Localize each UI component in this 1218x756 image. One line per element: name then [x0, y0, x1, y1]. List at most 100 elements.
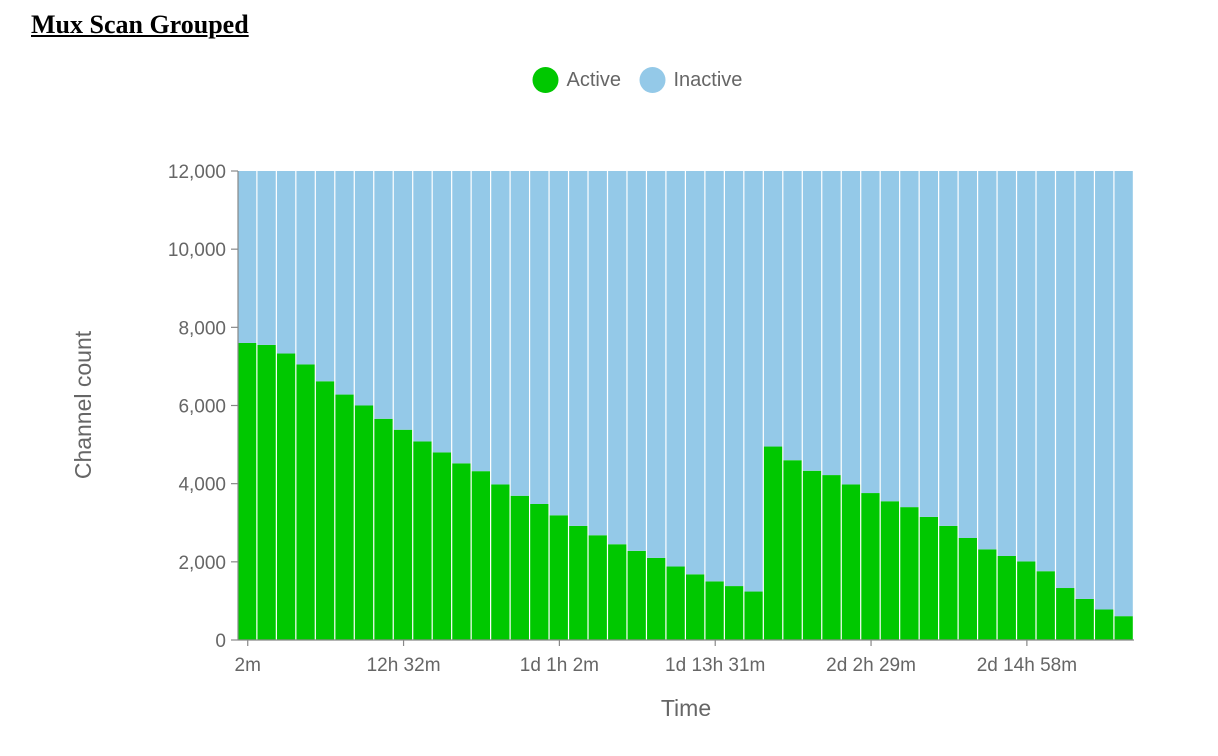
bar-active-38	[978, 549, 997, 640]
bar-active-6	[354, 405, 374, 640]
bar-inactive-17	[569, 171, 588, 526]
bar-inactive-44	[1095, 171, 1114, 610]
bar-active-39	[997, 555, 1016, 640]
y-tick-label: 8,000	[178, 318, 226, 339]
bar-active-16	[549, 515, 568, 640]
bar-inactive-19	[608, 171, 627, 545]
bar-inactive-40	[1017, 171, 1036, 562]
bar-active-22	[666, 566, 685, 640]
bar-active-21	[647, 557, 666, 640]
y-tick-label: 12,000	[168, 162, 226, 183]
y-tick-label: 4,000	[178, 475, 226, 496]
y-tick-label: 2,000	[178, 553, 226, 574]
bar-inactive-2	[276, 171, 296, 354]
bars	[238, 171, 1133, 641]
bar-inactive-20	[627, 171, 646, 551]
bar-active-34	[900, 507, 919, 640]
bar-active-41	[1036, 571, 1055, 640]
bar-inactive-35	[919, 171, 939, 517]
x-tick-label: 1d 13h 31m	[665, 655, 765, 676]
legend-label-active: Active	[567, 69, 621, 91]
bar-inactive-33	[880, 171, 900, 502]
y-tick-label: 10,000	[168, 240, 226, 261]
bar-active-19	[608, 544, 627, 640]
bar-inactive-26	[744, 171, 763, 592]
bar-active-45	[1114, 616, 1133, 640]
bar-inactive-39	[997, 171, 1016, 556]
bar-active-14	[510, 495, 529, 640]
bar-inactive-42	[1056, 171, 1075, 589]
bar-active-32	[861, 493, 880, 640]
bar-active-5	[335, 394, 354, 640]
bar-inactive-13	[491, 171, 510, 485]
bar-inactive-37	[958, 171, 977, 538]
x-tick-label: 2d 2h 29m	[826, 655, 916, 676]
bar-inactive-21	[647, 171, 666, 558]
bar-active-15	[530, 503, 549, 640]
bar-active-1	[257, 344, 276, 640]
bar-inactive-36	[939, 171, 958, 526]
bar-inactive-41	[1036, 171, 1055, 572]
page-title: Mux Scan Grouped	[31, 10, 249, 39]
bar-inactive-7	[374, 171, 393, 419]
bar-active-9	[413, 441, 432, 640]
y-axis-title: Channel count	[70, 330, 96, 479]
bar-inactive-31	[841, 171, 861, 485]
bar-active-18	[588, 535, 607, 640]
bar-inactive-6	[354, 171, 374, 406]
bar-inactive-15	[530, 171, 549, 504]
bar-active-7	[374, 418, 393, 640]
bar-active-13	[491, 484, 510, 640]
bar-inactive-29	[802, 171, 822, 471]
bar-active-0	[238, 342, 257, 640]
bar-inactive-1	[257, 171, 276, 345]
bar-inactive-18	[588, 171, 607, 536]
bar-inactive-10	[432, 171, 452, 453]
x-axis: 2m 12h 32m 1d 1h 2m 1d 13h 31m 2d 2h 29m 2d 1…	[235, 639, 1134, 676]
x-tick-label: 2m	[235, 655, 261, 676]
bar-active-10	[432, 452, 452, 640]
bar-active-37	[958, 537, 977, 640]
x-tick-label: 2d 14h 58m	[977, 655, 1077, 676]
bar-inactive-8	[393, 171, 413, 430]
bar-active-4	[315, 381, 335, 640]
bar-active-33	[880, 501, 900, 640]
bar-active-11	[452, 463, 471, 640]
legend-label-inactive: Inactive	[674, 69, 743, 91]
bar-inactive-4	[315, 171, 335, 382]
bar-inactive-34	[900, 171, 919, 508]
bar-inactive-14	[510, 171, 529, 496]
bar-inactive-11	[452, 171, 471, 464]
bar-active-26	[744, 591, 763, 640]
bar-inactive-38	[978, 171, 997, 550]
bar-active-12	[471, 471, 491, 640]
bar-active-17	[569, 525, 588, 640]
bar-inactive-23	[686, 171, 705, 575]
bar-active-40	[1017, 561, 1036, 640]
bar-inactive-24	[705, 171, 724, 582]
bar-active-24	[705, 581, 724, 641]
legend-swatch-active	[532, 67, 559, 93]
bar-inactive-30	[822, 171, 841, 476]
bar-active-42	[1056, 588, 1075, 640]
bar-active-3	[296, 364, 315, 640]
bar-active-25	[724, 586, 744, 640]
y-tick-label: 6,000	[178, 397, 226, 418]
bar-active-43	[1075, 598, 1094, 640]
legend-swatch-inactive	[639, 67, 666, 93]
bar-active-27	[763, 446, 783, 640]
x-tick-label: 1d 1h 2m	[520, 655, 599, 676]
bar-inactive-5	[335, 171, 354, 395]
bar-inactive-22	[666, 171, 685, 567]
bar-inactive-32	[861, 171, 880, 494]
bar-active-20	[627, 550, 646, 640]
x-axis-title: Time	[661, 695, 711, 721]
bar-active-28	[783, 460, 802, 640]
legend: Active Inactive	[532, 67, 743, 93]
bar-inactive-12	[471, 171, 491, 472]
bar-active-36	[939, 525, 958, 640]
bar-active-29	[802, 470, 822, 640]
bar-inactive-0	[238, 171, 257, 343]
bar-inactive-45	[1114, 171, 1133, 617]
bar-active-31	[841, 484, 861, 640]
